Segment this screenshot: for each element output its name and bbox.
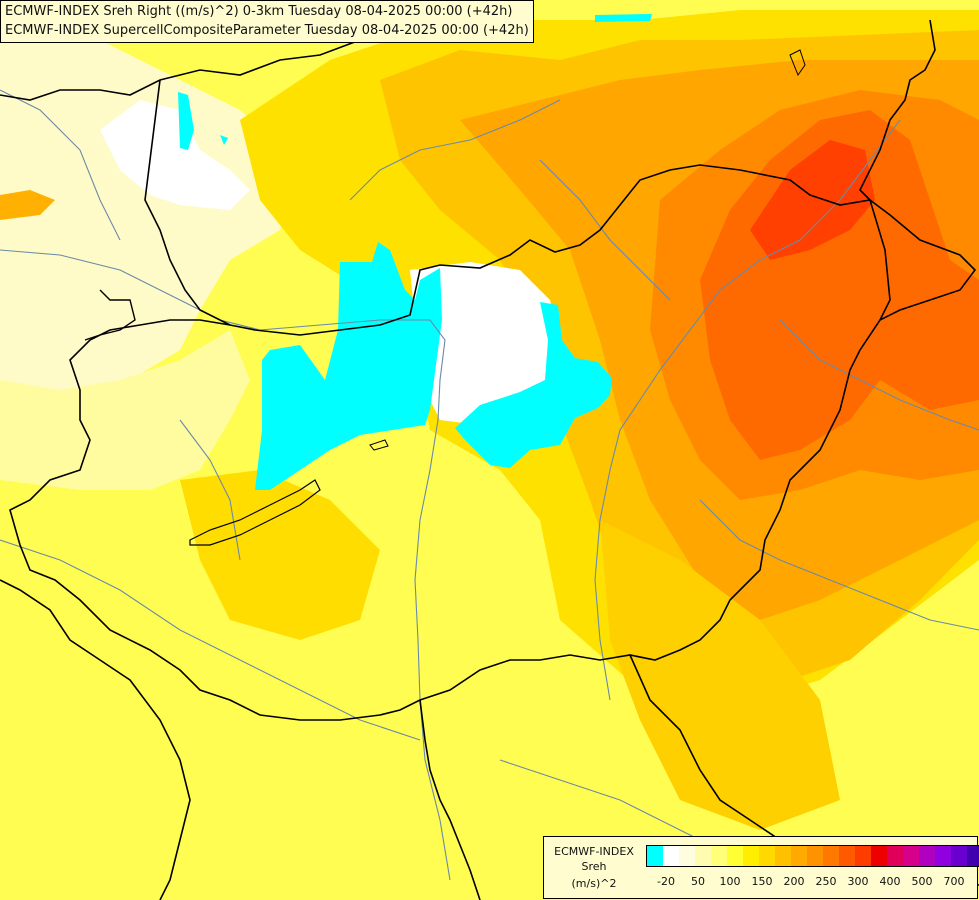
legend-swatch — [647, 846, 663, 866]
legend-swatch — [967, 846, 979, 866]
field-south-east-amber — [600, 520, 840, 830]
legend-tick-label: 700 — [943, 875, 965, 888]
legend-swatch — [663, 846, 679, 866]
legend-ticks: -20 50 100 150 200 250 300 400 500 700 — [646, 875, 976, 889]
legend-swatch — [887, 846, 903, 866]
legend-swatch — [839, 846, 855, 866]
legend-swatch — [855, 846, 871, 866]
river-drava — [0, 539, 421, 741]
legend-tick-label: 100 — [719, 875, 741, 888]
river-west-1 — [0, 89, 121, 241]
river-east-1 — [779, 319, 979, 431]
river-tisza — [594, 119, 901, 701]
color-legend: ECMWF-INDEX Sreh (m/s)^2 -20 50 100 150 200 2… — [543, 836, 979, 899]
negative-area-strip-north — [178, 92, 194, 150]
lake-small — [369, 439, 389, 451]
rivers — [0, 89, 979, 881]
river-north-1 — [349, 99, 561, 201]
legend-swatch — [919, 846, 935, 866]
zero-area-central — [410, 262, 560, 425]
legend-swatch — [951, 846, 967, 866]
map-title-box: ECMWF-INDEX Sreh Right ((m/s)^2) 0-3km T… — [0, 0, 534, 43]
negative-area-west — [255, 242, 442, 490]
border-ne — [859, 19, 936, 201]
legend-swatch — [823, 846, 839, 866]
river-north-2 — [539, 159, 671, 301]
negative-area-dash-top — [595, 14, 652, 22]
legend-tick-label: -20 — [657, 875, 675, 888]
legend-unit: (m/s)^2 — [571, 877, 617, 890]
legend-swatch — [791, 846, 807, 866]
border-west-pocket — [84, 289, 136, 341]
zero-area-north — [100, 100, 250, 210]
border-east-inner — [869, 199, 891, 321]
legend-tick-label: 150 — [751, 875, 773, 888]
legend-swatch — [775, 846, 791, 866]
river-danube — [0, 249, 451, 881]
river-east-2 — [699, 499, 979, 631]
river-west-2 — [179, 419, 241, 561]
field-red-orange — [700, 110, 979, 460]
legend-swatch — [695, 846, 711, 866]
legend-swatch — [759, 846, 775, 866]
border-south — [419, 699, 481, 900]
light-field-west — [0, 330, 250, 490]
border-hungary — [9, 164, 977, 721]
legend-swatch — [807, 846, 823, 866]
legend-swatch — [871, 846, 887, 866]
title-line-2: ECMWF-INDEX SupercellCompositeParameter … — [5, 23, 529, 38]
field-west-streak — [0, 190, 55, 220]
border-west-vertical — [144, 79, 231, 326]
legend-swatch — [679, 846, 695, 866]
negative-area-east — [455, 302, 612, 468]
legend-model: ECMWF-INDEX — [554, 845, 634, 858]
legend-swatch — [743, 846, 759, 866]
legend-tick-label: 250 — [815, 875, 837, 888]
legend-swatch — [903, 846, 919, 866]
title-line-1: ECMWF-INDEX Sreh Right ((m/s)^2) 0-3km T… — [5, 4, 513, 19]
legend-tick-label: 400 — [879, 875, 901, 888]
lake-north — [789, 49, 806, 77]
legend-swatch — [727, 846, 743, 866]
legend-tick-label: 300 — [847, 875, 869, 888]
legend-swatch — [935, 846, 951, 866]
legend-swatch — [711, 846, 727, 866]
legend-tick-label: 200 — [783, 875, 805, 888]
legend-param: Sreh — [581, 860, 607, 873]
legend-tick-label: 500 — [911, 875, 933, 888]
lake-balaton — [189, 479, 321, 546]
border-west-lower — [0, 579, 191, 900]
legend-tick-label: 50 — [691, 875, 705, 888]
negative-area-dot — [220, 135, 228, 145]
legend-color-scale — [646, 845, 979, 867]
field-red — [750, 140, 875, 260]
field-south-amber — [180, 470, 380, 640]
pale-field-west — [0, 30, 300, 400]
